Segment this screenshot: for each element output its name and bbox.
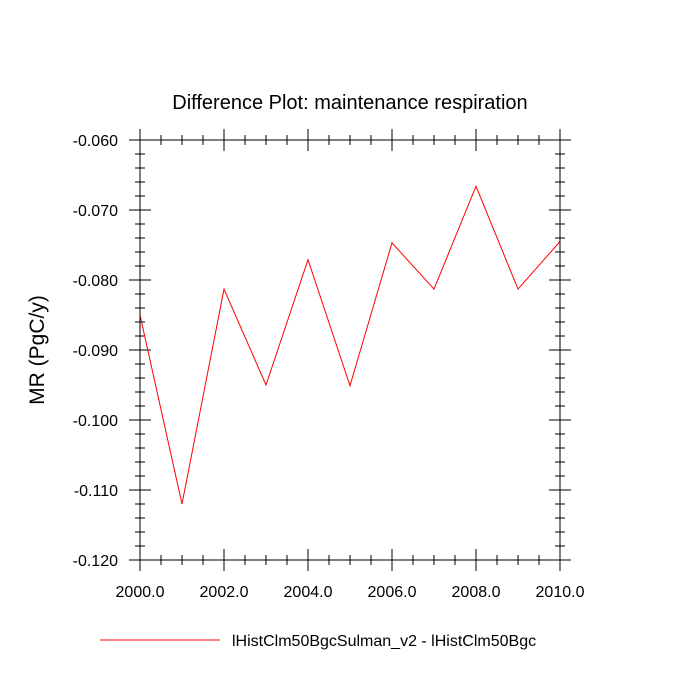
y-tick-label: -0.070 (73, 203, 118, 220)
y-tick-label: -0.120 (73, 553, 118, 570)
x-tick-label: 2000.0 (116, 584, 165, 601)
legend: lHistClm50BgcSulman_v2 - lHistClm50Bgc (100, 633, 536, 650)
x-tick-label: 2004.0 (284, 584, 333, 601)
x-tick-label: 2002.0 (200, 584, 249, 601)
tick-labels: 2000.0 2002.0 2004.0 2006.0 2008.0 2010.0 -0.0… (73, 133, 585, 601)
chart-title: Difference Plot: maintenance respiration (172, 92, 527, 114)
y-tick-label: -0.110 (74, 483, 118, 500)
y-tick-label: -0.080 (73, 273, 118, 290)
y-axis-label: MR (PgC/y) (26, 295, 49, 405)
y-tick-label: -0.100 (73, 413, 118, 430)
plot-frame (139, 139, 561, 561)
x-tick-label: 2008.0 (452, 584, 501, 601)
y-tick-label: -0.090 (73, 343, 118, 360)
axis-ticks (129, 129, 571, 571)
legend-label: lHistClm50BgcSulman_v2 - lHistClm50Bgc (232, 633, 536, 650)
x-tick-label: 2006.0 (368, 584, 417, 601)
x-tick-label: 2010.0 (536, 584, 585, 601)
y-tick-label: -0.060 (73, 133, 118, 150)
series-line-0 (139, 184, 561, 505)
series-lines (139, 184, 561, 505)
